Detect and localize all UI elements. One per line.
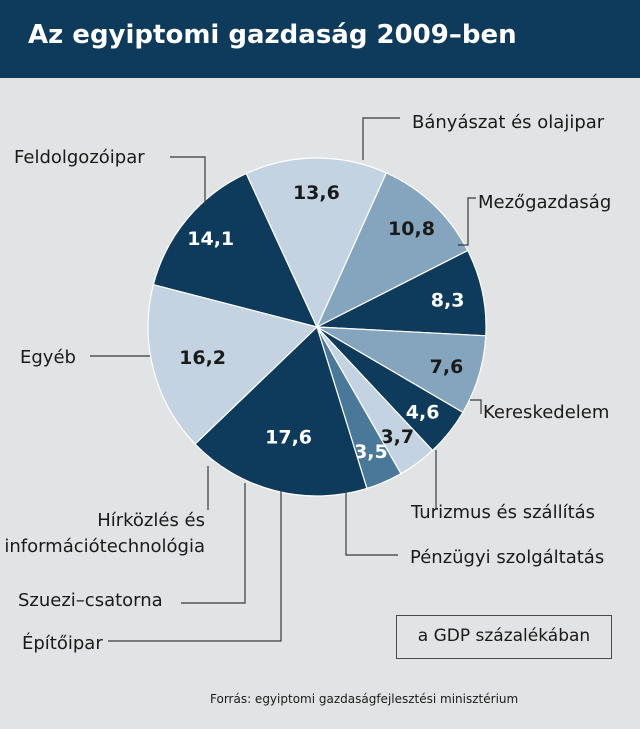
- slice-value-label: 17,6: [265, 427, 312, 449]
- source-note: Forrás: egyiptomi gazdaságfejlesztési mi…: [210, 692, 519, 706]
- slice-category-label: Kereskedelem: [483, 402, 609, 423]
- pie-slice: [315, 172, 469, 329]
- slice-category-label: Pénzügyi szolgáltatás: [410, 547, 604, 568]
- slice-category-label: Feldolgozóipar: [14, 147, 145, 168]
- slice-category-label: Mezőgazdaság: [478, 192, 611, 213]
- leader-line: [470, 399, 482, 414]
- slice-value-label: 10,8: [388, 218, 435, 240]
- slice-value-label: 8,3: [431, 289, 465, 311]
- slice-value-label: 7,6: [430, 356, 464, 378]
- slice-value-label: 16,2: [179, 347, 226, 369]
- slice-value-label: 14,1: [187, 228, 234, 250]
- slice-category-label: Turizmus és szállítás: [410, 502, 595, 523]
- pie-slice: [147, 283, 319, 445]
- slice-category-label: Szuezi–csatorna: [18, 590, 163, 611]
- leader-line: [362, 117, 400, 160]
- pie-slice: [245, 157, 388, 329]
- leader-line: [181, 483, 246, 604]
- header-bar: [0, 0, 640, 78]
- slice-category-label: Egyéb: [20, 347, 76, 368]
- pie-slice: [152, 172, 319, 328]
- slice-category-label: Építőipar: [22, 632, 103, 654]
- leader-line: [458, 197, 476, 246]
- slice-category-label: Bányászat és olajipar: [412, 112, 605, 133]
- slice-value-label: 13,6: [293, 182, 340, 204]
- leader-line: [345, 490, 398, 556]
- pie-slice: [194, 325, 368, 497]
- slice-category-label: Hírközlés és információtechnológia: [4, 510, 205, 557]
- leader-line: [170, 156, 206, 205]
- slice-value-label: 4,6: [406, 401, 440, 423]
- slice-value-label: 3,7: [380, 426, 414, 448]
- pie-slice: [314, 249, 487, 337]
- leader-line: [108, 490, 282, 642]
- unit-note-box: a GDP százalékában: [396, 615, 612, 659]
- slice-value-label: 3,5: [354, 441, 388, 463]
- chart-title: Az egyiptomi gazdaság 2009–ben: [28, 20, 517, 50]
